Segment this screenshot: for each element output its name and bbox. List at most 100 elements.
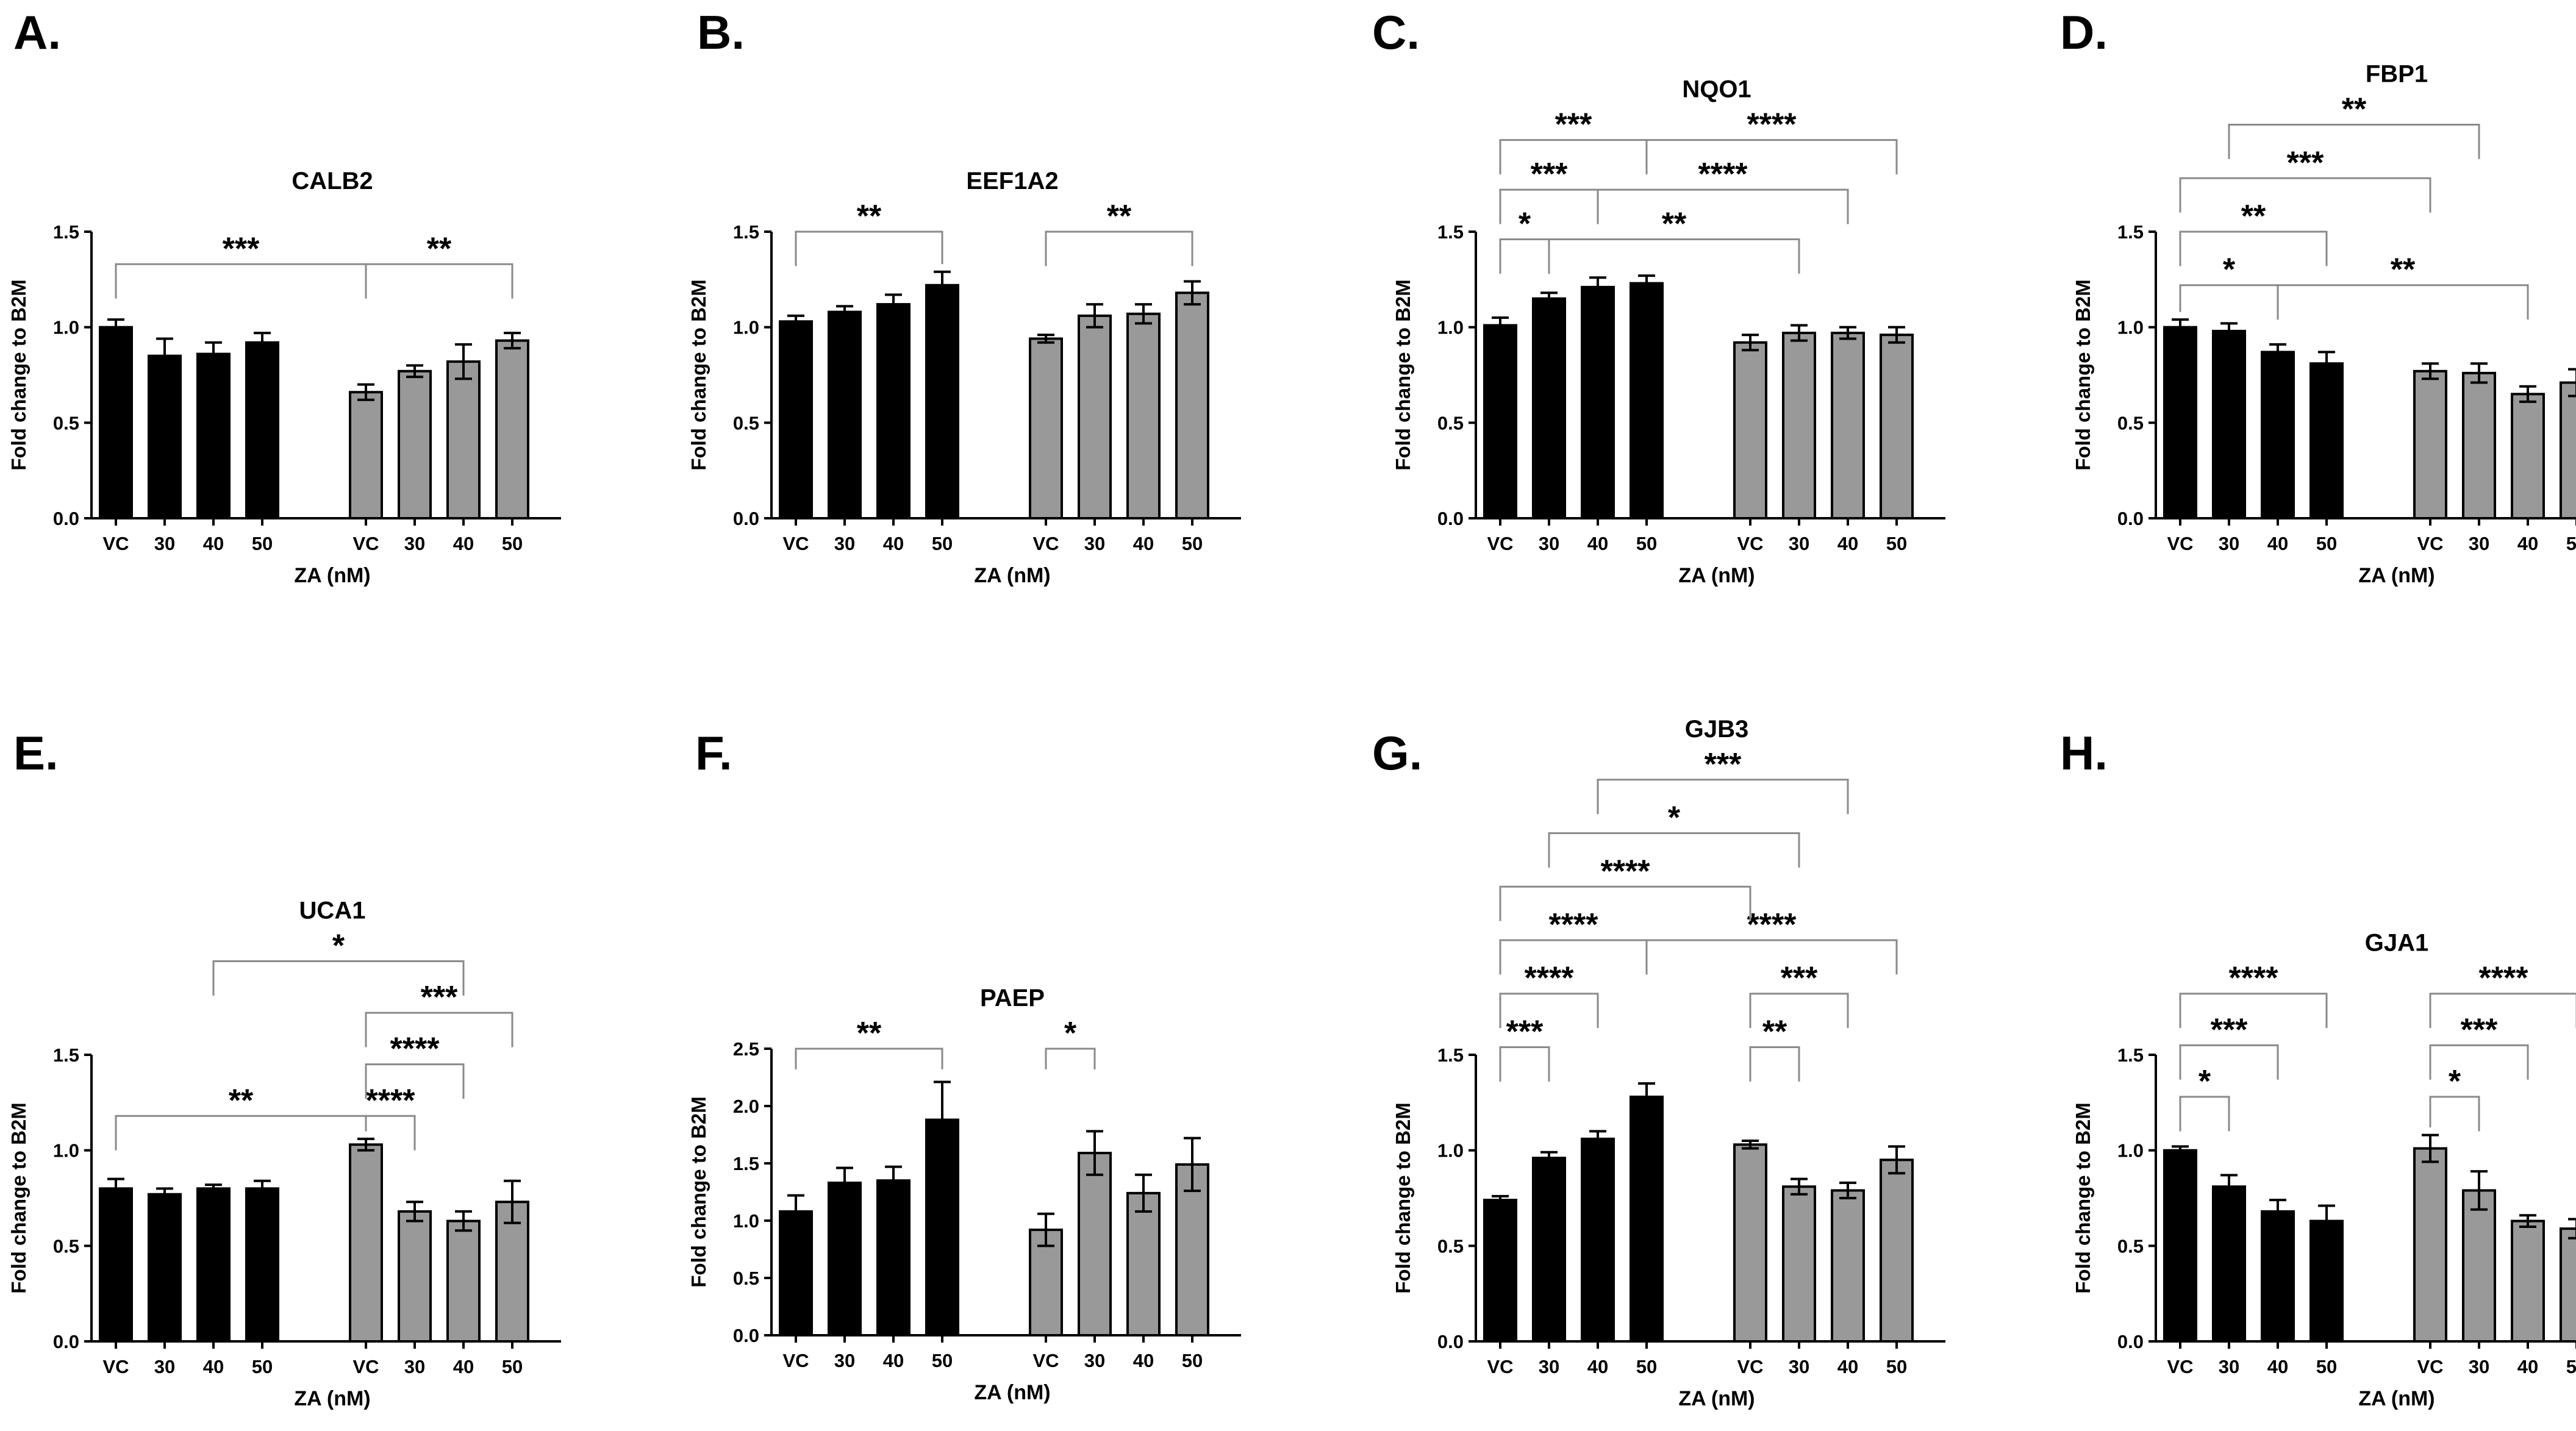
significance-bracket bbox=[2179, 1044, 2279, 1080]
significance-bracket bbox=[365, 1012, 513, 1047]
y-tick-label: 0.0 bbox=[2117, 508, 2144, 529]
significance-label: **** bbox=[1525, 961, 1575, 996]
bar bbox=[245, 1187, 279, 1343]
significance-bracket bbox=[1045, 1047, 1096, 1069]
y-tick-label: 0.5 bbox=[53, 1235, 79, 1257]
significance-label: **** bbox=[366, 1083, 416, 1118]
bar bbox=[2413, 1147, 2447, 1343]
significance-bracket bbox=[1499, 188, 1599, 224]
bar bbox=[1733, 341, 1767, 519]
y-tick-label: 0.5 bbox=[2117, 412, 2144, 434]
x-tick-label: 40 bbox=[1133, 533, 1154, 554]
significance-label: **** bbox=[1601, 854, 1651, 889]
bar bbox=[876, 303, 911, 519]
x-axis-label: ZA (nM) bbox=[974, 1381, 1050, 1404]
bar bbox=[1782, 332, 1816, 519]
bar bbox=[779, 1210, 813, 1336]
significance-label: **** bbox=[1747, 107, 1797, 143]
x-tick-label: 50 bbox=[252, 533, 273, 554]
bar bbox=[925, 1118, 959, 1337]
bar bbox=[925, 284, 959, 519]
x-tick-label: VC bbox=[1737, 533, 1763, 554]
y-tick-label: 1.0 bbox=[53, 1140, 79, 1162]
bar bbox=[2511, 393, 2545, 519]
x-tick-label: VC bbox=[1032, 1350, 1059, 1371]
significance-bracket bbox=[2228, 124, 2480, 159]
significance-label: *** bbox=[1781, 961, 1818, 996]
bar bbox=[1483, 1199, 1517, 1343]
significance-bracket bbox=[1597, 188, 1849, 224]
significance-bracket bbox=[2429, 1044, 2529, 1080]
significance-label: ** bbox=[229, 1083, 254, 1118]
bar bbox=[349, 1143, 383, 1343]
x-axis-label: ZA (nM) bbox=[2358, 564, 2435, 587]
x-tick-label: VC bbox=[2417, 1356, 2443, 1377]
x-tick-label: VC bbox=[782, 1350, 809, 1371]
y-axis-label: Fold change to B2M bbox=[687, 1096, 710, 1288]
significance-label: *** bbox=[1506, 1014, 1544, 1049]
bar bbox=[2261, 351, 2295, 520]
x-tick-label: 50 bbox=[502, 1356, 523, 1377]
y-tick-label: 1.5 bbox=[53, 221, 79, 243]
y-axis-label: Fold change to B2M bbox=[1392, 279, 1414, 471]
x-tick-label: 40 bbox=[1587, 1356, 1608, 1377]
y-tick-label: 1.5 bbox=[2117, 1044, 2144, 1066]
significance-bracket bbox=[1045, 230, 1193, 266]
significance-bracket bbox=[1499, 1046, 1550, 1082]
significance-bracket bbox=[1548, 238, 1800, 274]
x-tick-label: 30 bbox=[1789, 533, 1809, 554]
y-tick-label: 1.0 bbox=[2117, 1140, 2144, 1162]
significance-label: ** bbox=[1662, 207, 1687, 242]
chart-title: EEF1A2 bbox=[966, 168, 1058, 194]
x-tick-label: 30 bbox=[1539, 1356, 1559, 1377]
chart-title: PAEP bbox=[980, 985, 1045, 1012]
significance-label: ** bbox=[2241, 199, 2266, 234]
bar bbox=[1831, 1189, 1865, 1343]
y-tick-label: 0.5 bbox=[53, 412, 79, 434]
bar bbox=[1581, 285, 1615, 519]
y-tick-label: 0.0 bbox=[733, 508, 759, 529]
significance-label: **** bbox=[1747, 907, 1797, 943]
significance-bracket bbox=[2179, 993, 2328, 1029]
bar bbox=[1581, 1137, 1615, 1343]
panel-letter: H. bbox=[2060, 726, 2108, 780]
bar bbox=[245, 341, 279, 519]
significance-bracket bbox=[2429, 993, 2576, 1029]
significance-bracket bbox=[1499, 885, 1751, 921]
bar bbox=[2560, 1227, 2576, 1343]
bar bbox=[99, 1187, 133, 1343]
x-tick-label: 40 bbox=[453, 533, 474, 554]
bar bbox=[148, 1193, 182, 1343]
bar bbox=[2309, 1219, 2344, 1343]
y-tick-label: 1.5 bbox=[53, 1044, 79, 1066]
x-axis-label: ZA (nM) bbox=[1678, 1387, 1755, 1410]
significance-bracket bbox=[1548, 832, 1800, 868]
significance-label: *** bbox=[421, 980, 458, 1015]
y-tick-label: 1.5 bbox=[733, 221, 759, 243]
significance-label: * bbox=[1519, 207, 1531, 242]
x-tick-label: 50 bbox=[1182, 1350, 1203, 1371]
chart-title: FBP1 bbox=[2366, 61, 2428, 88]
x-tick-label: 50 bbox=[2566, 1356, 2576, 1377]
significance-bracket bbox=[2179, 230, 2328, 266]
x-tick-label: 30 bbox=[1084, 533, 1105, 554]
bar bbox=[2163, 326, 2197, 520]
x-tick-label: 40 bbox=[1587, 533, 1608, 554]
significance-label: *** bbox=[2211, 1012, 2248, 1047]
y-tick-label: 0.0 bbox=[53, 1331, 79, 1352]
significance-bracket bbox=[2179, 1096, 2230, 1132]
x-tick-label: VC bbox=[102, 533, 129, 554]
bar bbox=[148, 354, 182, 520]
x-tick-label: VC bbox=[782, 533, 809, 554]
x-tick-label: 30 bbox=[834, 533, 855, 554]
significance-bracket bbox=[2429, 1096, 2480, 1132]
y-tick-label: 0.5 bbox=[733, 412, 759, 434]
significance-bracket bbox=[1749, 1046, 1800, 1082]
significance-bracket bbox=[365, 1115, 416, 1151]
significance-label: * bbox=[2449, 1064, 2461, 1099]
x-tick-label: 40 bbox=[453, 1356, 474, 1377]
significance-label: ** bbox=[427, 231, 452, 266]
bar bbox=[2560, 381, 2576, 519]
x-tick-label: 50 bbox=[2566, 533, 2576, 554]
x-tick-label: 30 bbox=[154, 1356, 175, 1377]
